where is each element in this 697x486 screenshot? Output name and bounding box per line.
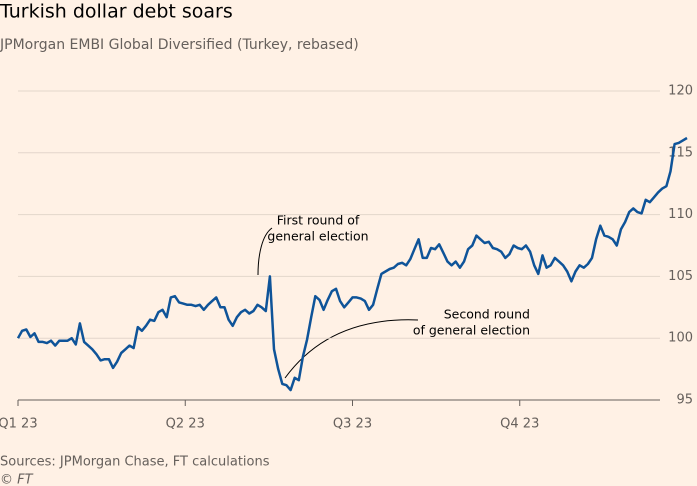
annotation: Second round <box>444 307 530 322</box>
annotation: First round of <box>277 213 360 228</box>
x-tick-label: Q3 23 <box>333 417 372 432</box>
annotation: general election <box>267 229 368 244</box>
y-tick-label: 105 <box>668 269 693 284</box>
chart-title: Turkish dollar debt soars <box>0 1 233 23</box>
y-tick-label: 110 <box>668 207 693 222</box>
y-tick-label: 95 <box>676 393 693 408</box>
x-tick-label: Q2 23 <box>166 417 205 432</box>
line <box>16 136 688 392</box>
y-tick-label: 100 <box>668 331 693 346</box>
chart-subtitle: JPMorgan EMBI Global Diversified (Turkey… <box>0 37 359 53</box>
x-tick-label: Q4 23 <box>500 417 539 432</box>
credit: © FT <box>0 473 34 486</box>
x-tick-label: Q1 23 <box>0 417 38 432</box>
annotation-connector <box>284 319 419 379</box>
source: Sources: JPMorgan Chase, FT calculations <box>0 455 270 470</box>
annotation: of general election <box>413 323 530 338</box>
y-tick-label: 120 <box>668 84 693 99</box>
annotation-connector <box>257 227 273 276</box>
